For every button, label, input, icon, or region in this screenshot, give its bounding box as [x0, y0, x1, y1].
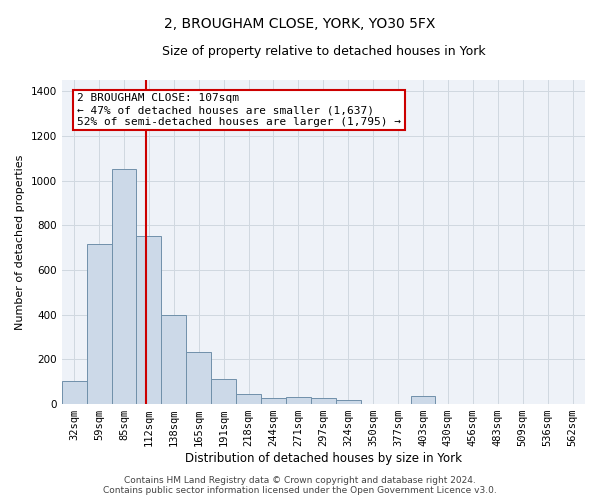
Text: 2 BROUGHAM CLOSE: 107sqm
← 47% of detached houses are smaller (1,637)
52% of sem: 2 BROUGHAM CLOSE: 107sqm ← 47% of detach… [77, 94, 401, 126]
Text: 2, BROUGHAM CLOSE, YORK, YO30 5FX: 2, BROUGHAM CLOSE, YORK, YO30 5FX [164, 18, 436, 32]
Bar [112, 170, 136, 404]
Bar [236, 394, 261, 404]
Bar [211, 379, 236, 404]
Bar [311, 398, 336, 404]
Bar [286, 398, 311, 404]
Bar [86, 244, 112, 404]
Bar [136, 236, 161, 404]
X-axis label: Distribution of detached houses by size in York: Distribution of detached houses by size … [185, 452, 462, 465]
Bar [62, 380, 86, 404]
Bar [186, 352, 211, 404]
Bar [410, 396, 436, 404]
Title: Size of property relative to detached houses in York: Size of property relative to detached ho… [161, 45, 485, 58]
Bar [161, 314, 186, 404]
Y-axis label: Number of detached properties: Number of detached properties [15, 154, 25, 330]
Text: Contains HM Land Registry data © Crown copyright and database right 2024.
Contai: Contains HM Land Registry data © Crown c… [103, 476, 497, 495]
Bar [336, 400, 361, 404]
Bar [261, 398, 286, 404]
